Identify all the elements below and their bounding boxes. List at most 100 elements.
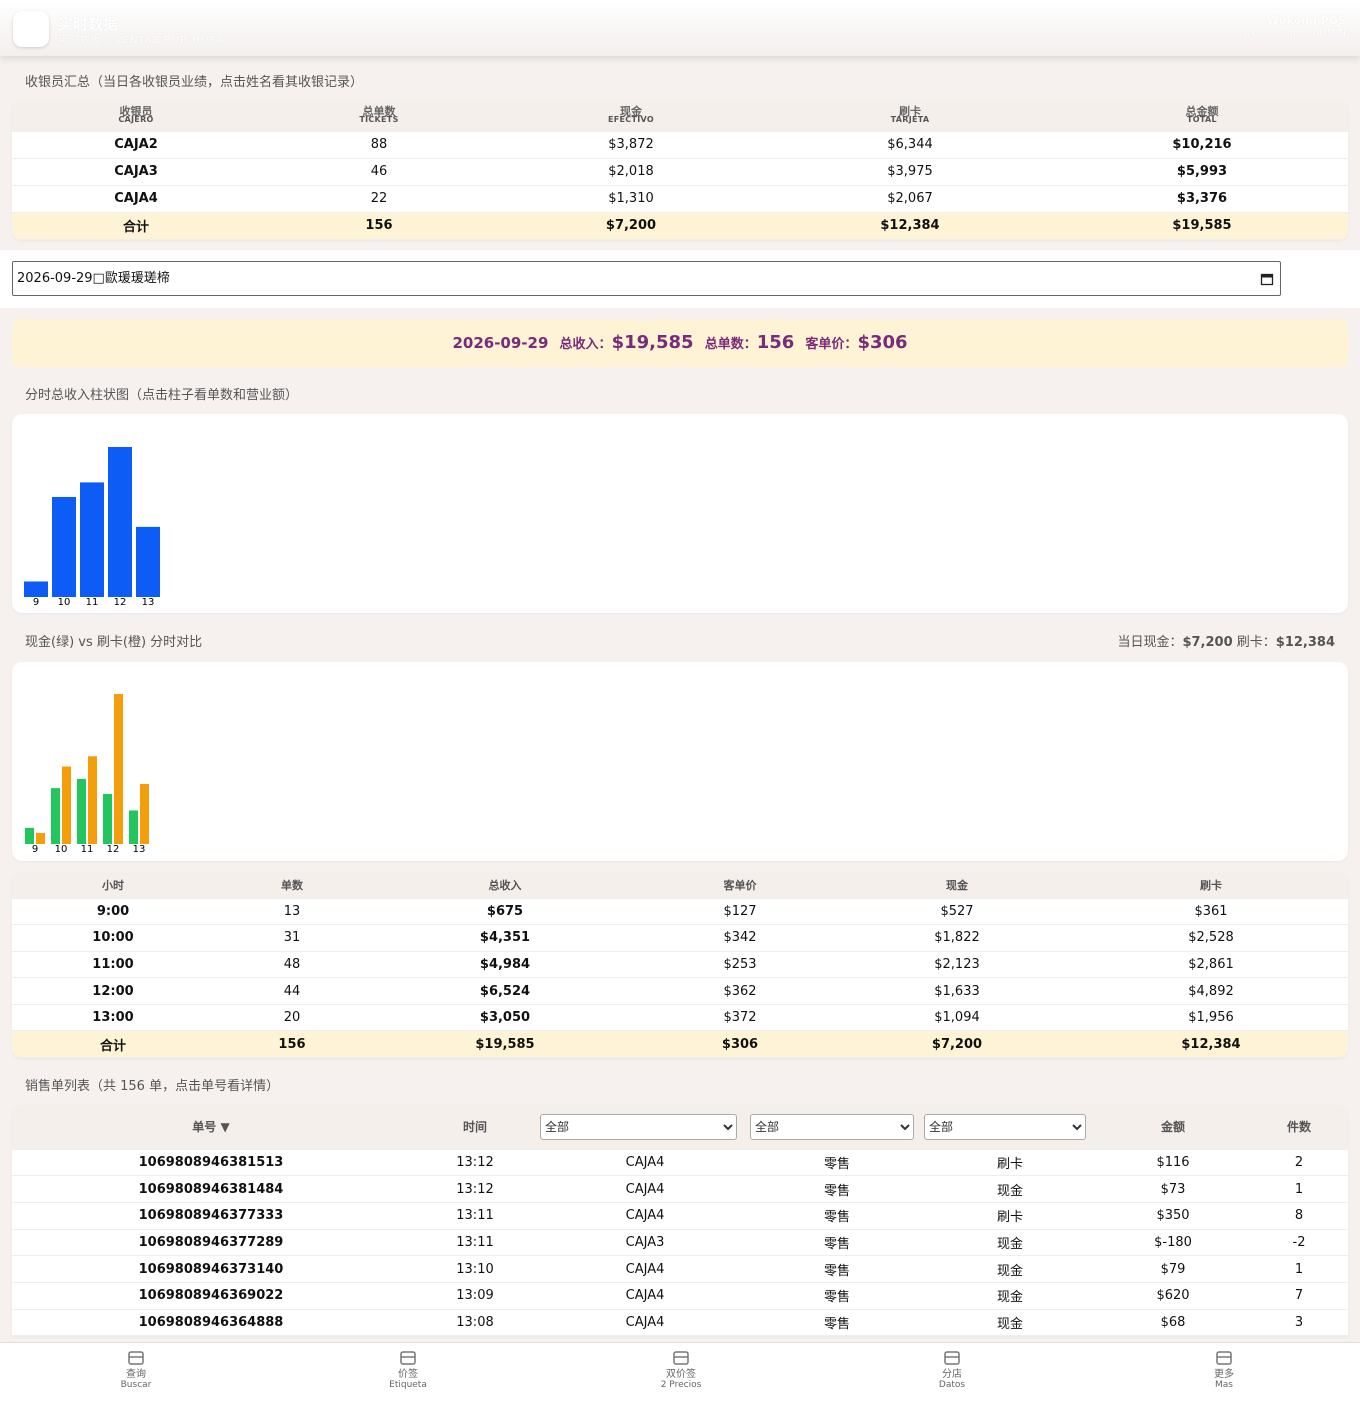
table-cell[interactable]: 1069808946377333 <box>12 1202 410 1230</box>
filter-select[interactable]: 全部 <box>540 1113 738 1140</box>
header-cell: 单数 <box>214 872 370 899</box>
table-cell: $372 <box>640 1004 840 1032</box>
table-cell: $620 <box>1096 1282 1250 1310</box>
nav-item[interactable]: 双价签 2 Precios <box>621 1347 741 1391</box>
table-row[interactable]: 1069808946364888 13:08 CAJA4 零售 现金 $68 3 <box>12 1309 1348 1337</box>
table-cell: 13 <box>214 898 370 926</box>
table-row[interactable]: CAJA3 46 $2,018 $3,975 $5,993 <box>12 158 1348 186</box>
table-cell: 31 <box>214 924 370 952</box>
bar[interactable] <box>80 482 104 597</box>
header: 实时数据 实时数据 / VENTAS POR HORA Wukong POS w… <box>0 0 1360 56</box>
hourly-table-card: 小时 单数 总收入 客单价 现金 刷卡 9:00 13 $675 $127 $527 $361 10:0… <box>12 872 1348 1059</box>
chart: 9 10 11 12 13 <box>24 447 160 608</box>
total-cell: 156 <box>214 1030 370 1059</box>
bar[interactable] <box>103 793 112 844</box>
table-cell: $4,351 <box>370 924 640 952</box>
table-cell: 1 <box>1250 1255 1348 1283</box>
table-cell: 零售 <box>750 1255 924 1283</box>
table: 收银员 CAJERO 总单数 TICKETS 现金 EFECTIVO 刷卡 TARJETA 总金… <box>12 100 1348 240</box>
summary-value: $306 <box>857 332 908 353</box>
x-tick-label: 12 <box>114 597 127 608</box>
table-row[interactable]: 1069808946377289 13:11 CAJA3 零售 现金 $-180 -2 <box>12 1229 1348 1257</box>
nav-label-zh: 查询 <box>126 1369 146 1380</box>
summary-label: 客单价： <box>805 337 858 352</box>
table-cell: $3,050 <box>370 1004 640 1032</box>
table-row[interactable]: 1069808946373140 13:10 CAJA4 零售 现金 $79 1 <box>12 1255 1348 1283</box>
nav-item[interactable]: 价签 Etiqueta <box>348 1347 468 1391</box>
bar[interactable] <box>24 581 48 597</box>
bar[interactable] <box>136 526 160 597</box>
table-row[interactable]: 1069808946381484 13:12 CAJA4 零售 现金 $73 1 <box>12 1175 1348 1203</box>
table-row[interactable]: 1069808946377333 13:11 CAJA4 零售 刷卡 $350 8 <box>12 1202 1348 1230</box>
table-row[interactable]: 1069808946381513 13:12 CAJA4 零售 刷卡 $116 2 <box>12 1149 1348 1177</box>
bar[interactable] <box>129 810 138 844</box>
bar[interactable] <box>62 766 71 844</box>
annotation-value: $12,384 <box>1275 635 1335 650</box>
filter-select[interactable]: 全部 <box>750 1113 914 1140</box>
table-cell[interactable]: CAJA4 <box>12 185 260 213</box>
table-cell: 20 <box>214 1004 370 1032</box>
table-cell: CAJA4 <box>540 1309 750 1337</box>
bar[interactable] <box>25 827 34 844</box>
bar[interactable] <box>36 832 45 844</box>
table-cell[interactable]: 1069808946369022 <box>12 1282 410 1310</box>
calendar-icon[interactable] <box>1260 272 1274 286</box>
bar[interactable] <box>140 784 149 844</box>
table-cell: 13:12 <box>410 1175 540 1203</box>
header-es: CAJERO <box>118 114 154 124</box>
table-cell: $68 <box>1096 1309 1250 1337</box>
header-cell: 件数 <box>1250 1105 1348 1150</box>
header-es: TARJETA <box>890 114 930 124</box>
table-cell[interactable]: CAJA3 <box>12 158 260 186</box>
table-cell: 现金 <box>924 1175 1096 1203</box>
table-cell[interactable]: 1069808946373140 <box>12 1255 410 1283</box>
nav-label-es: Buscar <box>120 1380 152 1390</box>
table-cell[interactable]: 1069808946381484 <box>12 1175 410 1203</box>
nav-label-zh: 更多 <box>1214 1369 1234 1380</box>
table-cell: 1 <box>1250 1175 1348 1203</box>
bar[interactable] <box>77 778 86 844</box>
table-cell: $527 <box>840 898 1074 926</box>
table-cell: 22 <box>260 185 498 213</box>
table-cell[interactable]: CAJA2 <box>12 131 260 159</box>
bar[interactable] <box>108 447 132 597</box>
table-cell: 现金 <box>924 1255 1096 1283</box>
bar[interactable] <box>88 756 97 844</box>
table-row[interactable]: 1069808946369022 13:09 CAJA4 零售 现金 $620 7 <box>12 1282 1348 1310</box>
date-input[interactable]: 2026-09-29□歐瑗瑗瑳楴 <box>12 261 1281 296</box>
table-cell: 2 <box>1250 1149 1348 1177</box>
table-cell[interactable]: 1069808946364888 <box>12 1309 410 1337</box>
table-cell[interactable]: 1069808946377289 <box>12 1229 410 1257</box>
table-cell: $4,892 <box>1074 977 1348 1005</box>
header-cell: 收银员 CAJERO <box>12 100 260 132</box>
bar[interactable] <box>52 496 76 597</box>
header-cell: 现金 EFECTIVO <box>498 100 764 132</box>
header-zh: 总单数 <box>362 104 396 118</box>
table-cell: CAJA4 <box>540 1175 750 1203</box>
table-cell: 零售 <box>750 1202 924 1230</box>
table-cell: 零售 <box>750 1282 924 1310</box>
bar[interactable] <box>51 788 60 844</box>
table-row[interactable]: CAJA4 22 $1,310 $2,067 $3,376 <box>12 185 1348 213</box>
bar[interactable] <box>114 694 123 844</box>
table-cell: CAJA4 <box>540 1149 750 1177</box>
header-cell[interactable]: 单号 ▼ <box>12 1105 410 1150</box>
nav-icon <box>673 1351 689 1365</box>
table-cell: $361 <box>1074 898 1348 926</box>
chart: 9 10 11 12 13 <box>25 694 149 855</box>
nav-item[interactable]: 更多 Mas <box>1164 1347 1284 1391</box>
header-cell: 全部 <box>924 1105 1096 1150</box>
filter-select[interactable]: 全部 <box>924 1113 1086 1140</box>
nav-item[interactable]: 分店 Datos <box>892 1347 1012 1391</box>
table-cell: 零售 <box>750 1175 924 1203</box>
header-cell: 时间 <box>410 1105 540 1150</box>
total-cell: $12,384 <box>1074 1030 1348 1059</box>
nav-label-es: Mas <box>1215 1380 1233 1390</box>
table: 单号 ▼ 时间 全部 全部 全部 金额 件数 1069808946381513 13:12 CAJ… <box>12 1105 1348 1337</box>
nav-item[interactable]: 查询 Buscar <box>76 1347 196 1391</box>
table-row[interactable]: CAJA2 88 $3,872 $6,344 $10,216 <box>12 131 1348 159</box>
nav-label-es: Datos <box>938 1380 966 1390</box>
total-cell: 合计 <box>12 212 260 240</box>
table-cell[interactable]: 1069808946381513 <box>12 1149 410 1177</box>
